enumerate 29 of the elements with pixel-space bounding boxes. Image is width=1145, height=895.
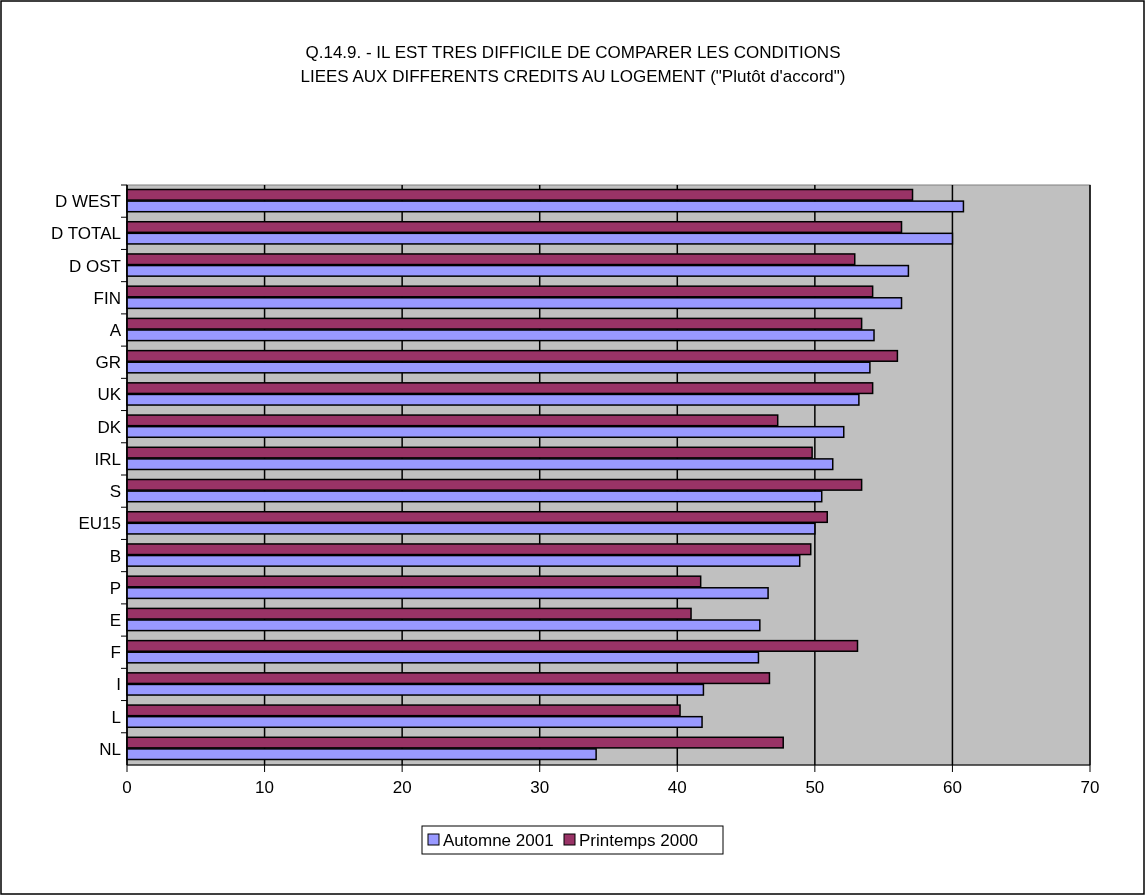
x-tick-label: 50 <box>805 778 825 797</box>
y-tick-label: IRL <box>94 449 121 469</box>
y-tick-label: GR <box>95 353 121 373</box>
x-tick-label: 40 <box>667 778 687 797</box>
chart-title: Q.14.9. - IL EST TRES DIFFICILE DE COMPARER LES CONDITIONS LIEES AUX DIFFERENTS CREDITS AU LOGEMENT ("Plutôt d'accord") <box>300 43 846 86</box>
x-tick-label: 0 <box>122 778 132 797</box>
y-tick-label: E <box>109 611 121 630</box>
x-tick-label: 70 <box>1080 778 1100 797</box>
y-tick-label: A <box>109 321 122 340</box>
y-tick-label: D WEST <box>54 192 121 212</box>
y-tick-label: S <box>109 482 121 502</box>
legend-label: Printemps 2000 <box>579 831 699 850</box>
y-tick-label: B <box>109 546 121 566</box>
y-tick-label: UK <box>97 385 122 405</box>
y-tick-label: L <box>111 707 121 727</box>
y-tick-label: EU15 <box>78 514 121 534</box>
y-tick-label: I <box>116 675 121 695</box>
y-tick-label: P <box>109 578 121 598</box>
legend-label: Automne 2001 <box>443 831 554 850</box>
y-tick-label: DK <box>97 417 122 437</box>
y-tick-label: D OST <box>69 256 121 276</box>
y-tick-label: FIN <box>93 288 121 308</box>
x-tick-label: 30 <box>530 778 550 797</box>
y-tick-label: F <box>110 643 121 663</box>
x-tick-label: 20 <box>392 778 412 797</box>
x-tick-label: 10 <box>255 778 275 797</box>
y-tick-label: D TOTAL <box>51 224 121 244</box>
x-tick-label: 60 <box>942 778 962 797</box>
y-tick-label: NL <box>99 739 121 759</box>
